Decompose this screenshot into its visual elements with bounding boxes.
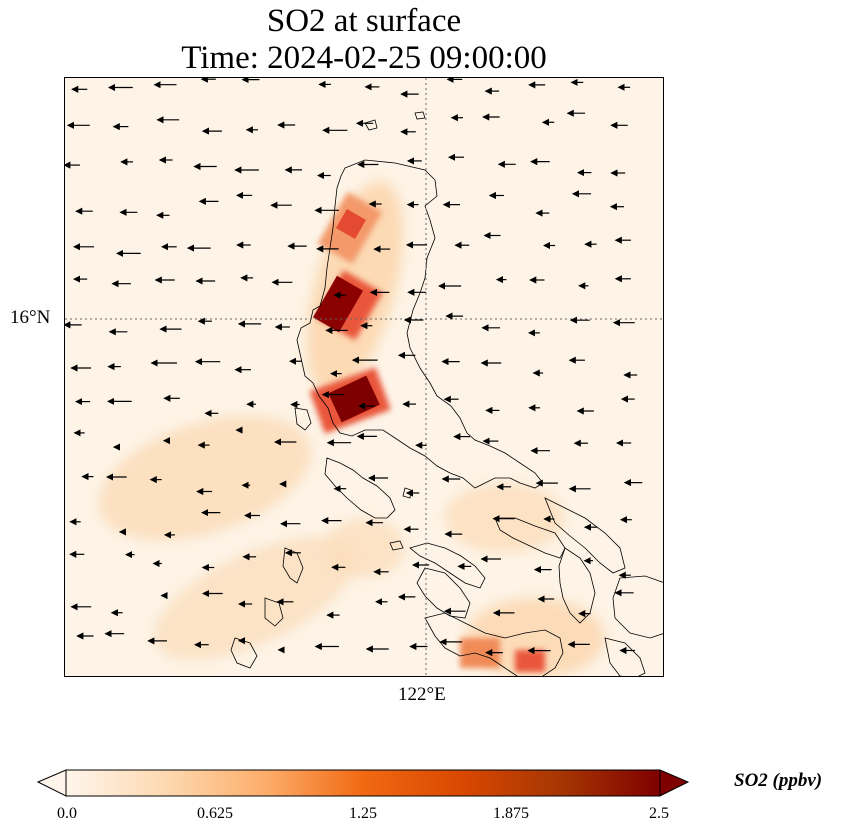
latitude-tick-label: 16°N: [10, 307, 51, 328]
map-panel: [64, 77, 664, 677]
colorbar-tick-label: 1.875: [493, 805, 529, 822]
longitude-tick-label: 122°E: [398, 684, 446, 705]
colorbar-tick-label: 1.25: [349, 805, 377, 822]
colorbar-label: SO2 (ppbv): [734, 770, 823, 791]
colorbar: [36, 769, 690, 797]
colorbar-tick-label: 2.5: [649, 805, 669, 822]
map-title: SO2 at surface: [266, 3, 462, 39]
colorbar-tick-label: 0.0: [57, 805, 77, 822]
map-subtitle: Time: 2024-02-25 09:00:00: [181, 40, 547, 76]
so2-map: [65, 78, 663, 676]
colorbar-min-extension: [36, 769, 67, 797]
colorbar-gradient: [65, 769, 661, 797]
so2-peaks: [313, 208, 380, 423]
colorbar-tick-label: 0.625: [197, 805, 233, 822]
coastlines: [230, 111, 663, 676]
colorbar-max-extension: [659, 769, 690, 797]
graticule: [65, 78, 663, 676]
so2-haze-layer: [99, 181, 605, 676]
wind-vectors: [65, 78, 643, 657]
